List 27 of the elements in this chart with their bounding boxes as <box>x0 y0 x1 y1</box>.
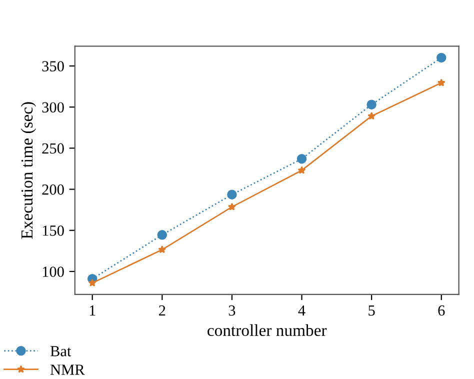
y-tick-label: 150 <box>42 226 64 236</box>
x-tick-label: 2 <box>159 305 166 316</box>
x-tick-label: 1 <box>90 305 96 316</box>
x-tick-label: 5 <box>368 305 375 316</box>
y-tick-label: 200 <box>42 184 64 195</box>
y-tick-label: 350 <box>42 61 64 72</box>
point <box>88 278 96 286</box>
x-tick-label: 4 <box>298 305 306 316</box>
point <box>296 154 307 164</box>
point <box>368 112 376 120</box>
y-tick-label: 300 <box>42 102 64 113</box>
x-tick-label: 3 <box>228 305 236 316</box>
point <box>436 52 446 63</box>
point <box>298 166 306 174</box>
legend-label: NMR <box>50 364 85 375</box>
point <box>158 246 166 254</box>
y-axis-title: Execution time (sec) <box>20 102 36 239</box>
y-tick-label: 250 <box>42 143 64 154</box>
x-axis-title: controller number <box>208 324 327 336</box>
point <box>157 230 168 240</box>
point <box>227 190 237 200</box>
point <box>437 78 446 86</box>
legend-label: Bat <box>50 346 72 356</box>
point <box>228 202 236 210</box>
y-tick-label: 100 <box>42 266 64 277</box>
point <box>366 100 376 110</box>
x-tick-label: 6 <box>438 305 445 316</box>
